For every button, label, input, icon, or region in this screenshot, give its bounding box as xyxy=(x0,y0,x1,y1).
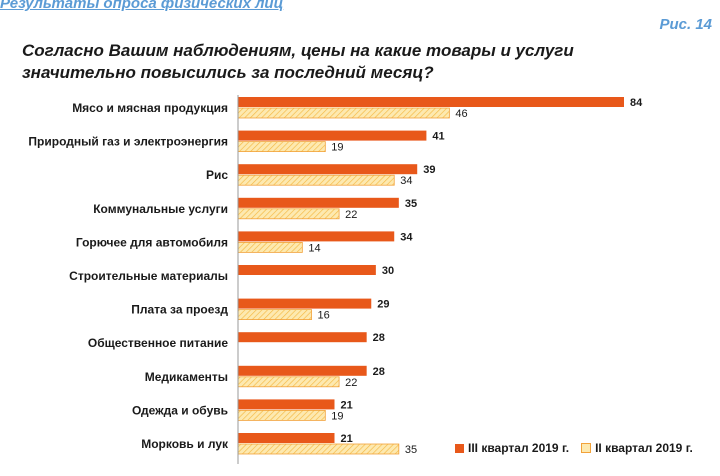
legend: III квартал 2019 г. II квартал 2019 г. xyxy=(455,441,693,455)
bar-series-2 xyxy=(237,409,326,421)
bar-series-1 xyxy=(238,164,418,175)
bar-series-1 xyxy=(238,365,367,376)
bar-series-1 xyxy=(238,332,367,343)
legend-item-series-1: III квартал 2019 г. xyxy=(455,441,569,455)
category-label: Мясо и мясная продукция xyxy=(72,101,228,115)
data-label-series-2: 16 xyxy=(318,310,330,322)
bar-series-1 xyxy=(238,97,624,107)
bar-series-1 xyxy=(238,265,376,275)
category-label: Одежда и обувь xyxy=(132,403,228,417)
data-label-series-2: 35 xyxy=(405,444,417,456)
data-label-series-1: 28 xyxy=(373,366,385,378)
bar-series-2 xyxy=(237,309,312,321)
bar-series-1 xyxy=(238,399,335,410)
bar-series-2 xyxy=(237,376,340,388)
data-label-series-1: 34 xyxy=(400,231,413,243)
data-label-series-2: 19 xyxy=(331,410,343,422)
report-title: Результаты опроса физических лиц xyxy=(0,0,284,12)
data-label-series-2: 14 xyxy=(308,242,320,254)
data-label-series-1: 84 xyxy=(630,97,643,109)
bar-series-2 xyxy=(237,443,400,455)
legend-swatch-series-2 xyxy=(581,443,592,453)
category-label: Строительные материалы xyxy=(69,269,228,283)
legend-label-series-1: III квартал 2019 г. xyxy=(468,441,570,455)
bar-series-2 xyxy=(237,107,450,119)
chart-title: Согласно Вашим наблюдениям, цены на каки… xyxy=(22,41,574,82)
category-label: Общественное питание xyxy=(88,336,228,350)
category-label: Природный газ и электроэнергия xyxy=(28,135,228,149)
data-label-series-1: 29 xyxy=(377,299,389,311)
data-label-series-1: 41 xyxy=(432,131,444,143)
data-label-series-1: 30 xyxy=(382,265,394,277)
category-label: Плата за проезд xyxy=(131,303,228,317)
data-label-series-2: 46 xyxy=(455,108,467,120)
data-label-series-1: 21 xyxy=(341,433,353,445)
legend-swatch-series-1 xyxy=(455,443,464,453)
bar-series-1 xyxy=(238,433,335,443)
bars-layer: Мясо и мясная продукция 84 46 Природный газ… xyxy=(28,97,643,456)
data-label-series-2: 19 xyxy=(331,142,343,154)
data-label-series-2: 22 xyxy=(345,209,357,221)
category-label: Морковь и лук xyxy=(141,437,229,451)
data-label-series-1: 39 xyxy=(423,164,435,176)
bar-series-1 xyxy=(238,298,372,309)
data-label-series-2: 22 xyxy=(345,377,357,389)
bar-series-1 xyxy=(238,197,399,208)
bar-series-2 xyxy=(237,174,395,186)
bar-series-1 xyxy=(238,130,427,141)
data-label-series-2: 34 xyxy=(400,175,412,187)
legend-item-series-2: II квартал 2019 г. xyxy=(581,441,693,455)
bar-series-1 xyxy=(238,231,395,242)
category-label: Горючее для автомобиля xyxy=(76,235,228,249)
bar-series-2 xyxy=(237,241,303,253)
category-label: Медикаменты xyxy=(145,370,228,384)
data-label-series-1: 35 xyxy=(405,198,417,210)
data-label-series-1: 28 xyxy=(373,332,385,344)
bar-series-2 xyxy=(237,208,340,220)
category-label: Рис xyxy=(206,168,228,182)
legend-label-series-2: II квартал 2019 г. xyxy=(595,441,693,455)
data-label-series-1: 21 xyxy=(341,399,353,411)
category-label: Коммунальные услуги xyxy=(93,202,228,216)
bar-series-2 xyxy=(237,141,326,153)
figure-number: Рис. 14 xyxy=(659,16,712,33)
